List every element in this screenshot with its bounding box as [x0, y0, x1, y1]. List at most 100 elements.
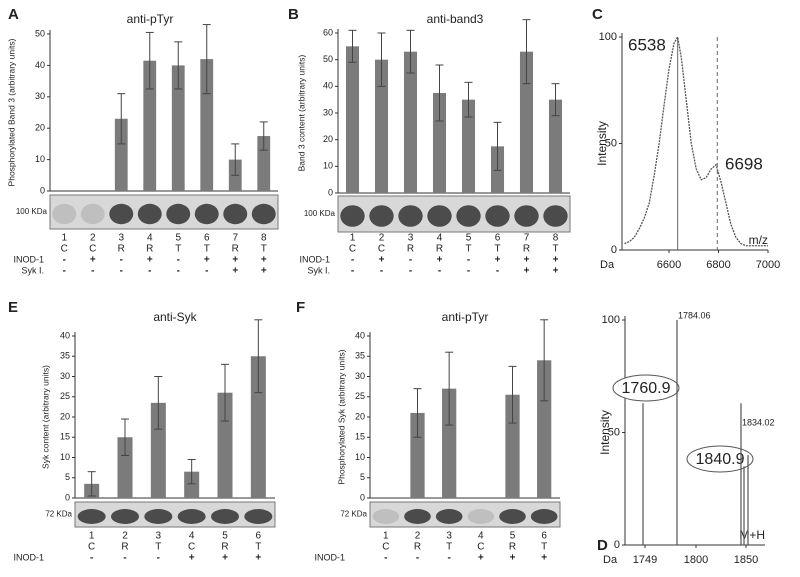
lane-letter: T	[255, 542, 261, 553]
y-tick-label: 25	[355, 391, 365, 401]
y-tick-label: 40	[323, 81, 333, 91]
y-axis-label: Intensity	[595, 121, 609, 166]
y-tick-label: 25	[60, 391, 70, 401]
annotation-circle	[612, 374, 680, 402]
y-tick-label: 30	[323, 107, 333, 117]
y-tick-label: 35	[355, 351, 365, 361]
lane-letter: C	[89, 244, 96, 255]
lane-number: 1	[89, 531, 95, 542]
treatment-sign: -	[496, 266, 499, 277]
y-tick-label: 50	[35, 28, 45, 38]
lane-number: 8	[261, 233, 267, 244]
panel-letter: C	[592, 6, 603, 23]
blot-band	[166, 203, 191, 225]
blot-band	[485, 205, 510, 227]
annotation: 1784.06	[678, 310, 711, 320]
bar	[150, 402, 166, 498]
lane-letter: T	[494, 244, 500, 255]
y-tick-label: 0	[611, 244, 617, 256]
treatment-sign: +	[437, 255, 443, 266]
annotation: 6538	[628, 35, 666, 54]
y-tick-label: 20	[60, 411, 70, 421]
blot-band	[456, 205, 481, 227]
blot-label: 72 KDa	[340, 510, 367, 519]
lane-number: 5	[466, 233, 472, 244]
bar	[250, 356, 266, 498]
blot-band	[244, 509, 273, 524]
panel-letter: E	[8, 299, 18, 316]
lane-letter: C	[188, 542, 195, 553]
treatment-sign: +	[222, 553, 228, 564]
x-tick-label: 7000	[756, 259, 780, 271]
lane-letter: T	[204, 244, 210, 255]
chart-title: anti-band3	[427, 12, 484, 26]
bar	[537, 360, 552, 498]
annotation-circle	[686, 445, 754, 473]
y-tick-label: 35	[60, 351, 70, 361]
lane-letter: C	[88, 542, 95, 553]
treatment-sign: +	[232, 255, 238, 266]
x-tick-label: 1850	[734, 554, 758, 566]
lane-letter: C	[382, 542, 389, 553]
treatment-sign: -	[467, 266, 470, 277]
lane-letter: T	[446, 542, 452, 553]
lane-letter: C	[477, 542, 484, 553]
blot-band	[223, 203, 248, 225]
treatment-sign: +	[261, 266, 267, 277]
lane-letter: T	[261, 244, 267, 255]
bar	[200, 59, 214, 192]
bar	[345, 46, 360, 194]
lane-number: 7	[524, 233, 530, 244]
bar	[171, 65, 185, 191]
lane-number: 2	[379, 233, 385, 244]
lane-letter: R	[436, 244, 443, 255]
treatment-sign: -	[63, 255, 66, 266]
treatment-sign: +	[553, 255, 559, 266]
lane-number: 2	[415, 531, 421, 542]
lane-letter: R	[414, 542, 421, 553]
treatment-sign: -	[380, 266, 383, 277]
x-axis-label: m/z	[749, 233, 768, 247]
chart-title: anti-pTyr	[442, 310, 489, 324]
lane-number: 6	[256, 531, 262, 542]
treatment-name: INOD-1	[299, 254, 330, 264]
panel-letter: D	[597, 537, 608, 554]
chart-title: anti-Syk	[153, 310, 197, 324]
panel-letter: F	[296, 299, 305, 316]
lane-number: 3	[118, 233, 124, 244]
y-tick-label: 20	[355, 411, 365, 421]
y-tick-label: 0	[614, 539, 620, 551]
y-tick-label: 30	[35, 91, 45, 101]
treatment-sign: -	[409, 255, 412, 266]
treatment-sign: +	[232, 266, 238, 277]
treatment-sign: -	[438, 266, 441, 277]
panel-letter: B	[288, 6, 299, 23]
y-tick-label: 50	[608, 426, 620, 438]
treatment-name: INOD-1	[314, 552, 345, 562]
treatment-sign: -	[120, 255, 123, 266]
blot	[369, 501, 561, 528]
lane-number: 8	[553, 233, 559, 244]
treatment-sign: +	[90, 255, 96, 266]
treatment-sign: +	[495, 255, 501, 266]
y-axis-label: Band 3 content (arbitrary units)	[296, 54, 306, 171]
lane-letter: T	[465, 244, 471, 255]
treatment-sign: -	[416, 553, 419, 564]
treatment-sign: -	[90, 553, 93, 564]
blot-label: 72 KDa	[45, 510, 72, 519]
treatment-sign: -	[447, 553, 450, 564]
treatment-sign: -	[120, 266, 123, 277]
bar	[505, 394, 520, 498]
lane-number: 3	[408, 233, 414, 244]
blot-band	[467, 509, 495, 524]
y-axis-label: Intensity	[598, 410, 612, 455]
chart-title: anti-pTyr	[127, 12, 174, 26]
lane-number: 1	[350, 233, 356, 244]
bar	[117, 437, 133, 498]
lane-number: 4	[437, 233, 443, 244]
lane-number: 5	[510, 531, 516, 542]
annotation: 1760.9	[622, 380, 671, 397]
bar	[432, 93, 447, 193]
y-tick-label: 40	[355, 330, 365, 340]
